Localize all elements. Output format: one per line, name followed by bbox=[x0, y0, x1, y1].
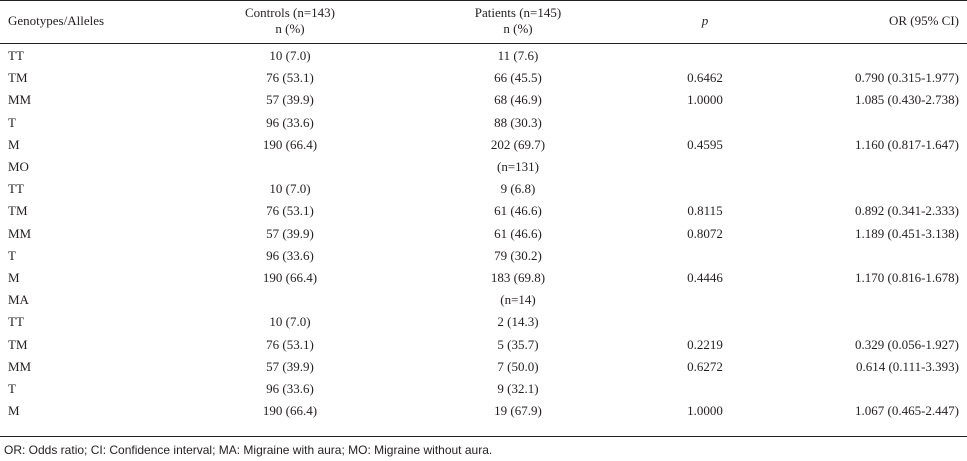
cell-patients: 5 (35.7) bbox=[497, 336, 539, 352]
cell-genotype: T bbox=[8, 381, 16, 396]
cell-p-value: 0.6272 bbox=[687, 358, 723, 374]
cell-genotype: TM bbox=[8, 70, 28, 86]
cell-genotype: MO bbox=[8, 159, 29, 174]
table-row: MA (n=14) bbox=[0, 289, 967, 311]
cell-or-ci: 1.067 (0.465-2.447) bbox=[855, 403, 959, 419]
cell-controls: 96 (33.6) bbox=[266, 247, 314, 263]
cell-patients: 183 (69.8) bbox=[490, 270, 546, 285]
table-row: MM 57 (39.9) 7 (50.0) 0.6272 0.614 (0.111-3.… bbox=[0, 356, 967, 378]
cell-p-value: 1.0000 bbox=[687, 92, 723, 108]
table-row: TT 10 (7.0) 9 (6.8) bbox=[0, 178, 967, 200]
cell-genotype: MM bbox=[8, 225, 32, 241]
cell-patients: 7 (50.0) bbox=[497, 358, 539, 374]
cell-genotype: MM bbox=[8, 358, 32, 374]
cell-patients: 9 (32.1) bbox=[497, 381, 539, 396]
cell-or-ci: 0.329 (0.056-1.927) bbox=[855, 336, 959, 352]
cell-p-value: 0.4595 bbox=[687, 136, 723, 152]
table-row: T 96 (33.6) 88 (30.3) bbox=[0, 112, 967, 134]
header-patients: Patients (n=145) n (%) bbox=[388, 5, 648, 37]
header-controls-line1: Controls (n=143) bbox=[244, 5, 336, 20]
cell-or-ci: 0.790 (0.315-1.977) bbox=[855, 70, 959, 86]
header-genotypes: Genotypes/Alleles bbox=[8, 13, 105, 28]
cell-p-value: 0.4446 bbox=[687, 270, 723, 285]
cell-p-value: 0.6462 bbox=[687, 70, 723, 86]
cell-controls: 57 (39.9) bbox=[266, 225, 314, 241]
cell-genotype: TT bbox=[8, 314, 24, 330]
table-row: MM 57 (39.9) 61 (46.6) 0.8072 1.189 (0.451-3… bbox=[0, 223, 967, 245]
cell-patients: (n=14) bbox=[500, 292, 536, 308]
table-row: M 190 (66.4) 19 (67.9) 1.0000 1.067 (0.465-2… bbox=[0, 400, 967, 422]
cell-genotype: TT bbox=[8, 48, 24, 63]
cell-genotype: T bbox=[8, 247, 16, 263]
cell-or-ci: 0.614 (0.111-3.393) bbox=[855, 358, 959, 374]
cell-controls: 10 (7.0) bbox=[269, 181, 311, 197]
cell-genotype: M bbox=[8, 270, 20, 285]
cell-controls: 10 (7.0) bbox=[269, 48, 311, 63]
cell-controls: 96 (33.6) bbox=[266, 114, 314, 130]
table-header: Genotypes/Alleles Controls (n=143) n (%)… bbox=[0, 0, 967, 48]
cell-patients: 79 (30.2) bbox=[494, 247, 542, 263]
header-patients-line2: n (%) bbox=[503, 21, 533, 36]
cell-controls: 76 (53.1) bbox=[266, 70, 314, 86]
cell-or-ci: 1.189 (0.451-3.138) bbox=[855, 225, 959, 241]
cell-or-ci: 1.085 (0.430-2.738) bbox=[855, 92, 959, 108]
cell-p-value: 0.8072 bbox=[687, 225, 723, 241]
table-footnote: OR: Odds ratio; CI: Confidence interval;… bbox=[4, 443, 493, 457]
table-row: T 96 (33.6) 79 (30.2) bbox=[0, 245, 967, 267]
cell-patients: 19 (67.9) bbox=[494, 403, 542, 419]
table-row: TM 76 (53.1) 66 (45.5) 0.6462 0.790 (0.315-1… bbox=[0, 67, 967, 89]
cell-genotype: MA bbox=[8, 292, 29, 308]
cell-p-value: 1.0000 bbox=[687, 403, 723, 419]
cell-patients: (n=131) bbox=[497, 159, 539, 174]
cell-genotype: M bbox=[8, 136, 20, 152]
table-row: TM 76 (53.1) 61 (46.6) 0.8115 0.892 (0.341-2… bbox=[0, 200, 967, 222]
cell-controls: 76 (53.1) bbox=[266, 336, 314, 352]
header-or-ci: OR (95% CI) bbox=[888, 13, 959, 28]
cell-genotype: T bbox=[8, 114, 16, 130]
cell-p-value: 0.2219 bbox=[687, 336, 723, 352]
cell-or-ci: 0.892 (0.341-2.333) bbox=[855, 203, 959, 219]
cell-controls: 190 (66.4) bbox=[262, 136, 318, 152]
cell-controls: 57 (39.9) bbox=[266, 358, 314, 374]
cell-patients: 61 (46.6) bbox=[494, 203, 542, 219]
cell-genotype: TM bbox=[8, 336, 28, 352]
cell-genotype: MM bbox=[8, 92, 32, 108]
cell-genotype: TT bbox=[8, 181, 24, 197]
table-row: MO (n=131) bbox=[0, 156, 967, 178]
cell-controls: 57 (39.9) bbox=[266, 92, 314, 108]
table-row: M 190 (66.4) 202 (69.7) 0.4595 1.160 (0.817-… bbox=[0, 134, 967, 156]
cell-patients: 68 (46.9) bbox=[494, 92, 542, 108]
table-row: TT 10 (7.0) 2 (14.3) bbox=[0, 311, 967, 333]
header-rule bbox=[0, 43, 967, 44]
cell-patients: 2 (14.3) bbox=[497, 314, 539, 330]
cell-or-ci: 1.160 (0.817-1.647) bbox=[855, 136, 959, 152]
cell-controls: 76 (53.1) bbox=[266, 203, 314, 219]
cell-genotype: TM bbox=[8, 203, 28, 219]
cell-patients: 61 (46.6) bbox=[494, 225, 542, 241]
cell-or-ci: 1.170 (0.816-1.678) bbox=[855, 270, 959, 285]
cell-patients: 66 (45.5) bbox=[494, 70, 542, 86]
bottom-rule bbox=[0, 436, 967, 437]
cell-controls: 190 (66.4) bbox=[262, 403, 318, 419]
table-row: TM 76 (53.1) 5 (35.7) 0.2219 0.329 (0.056-1.… bbox=[0, 334, 967, 356]
cell-patients: 88 (30.3) bbox=[494, 114, 542, 130]
table-row: M 190 (66.4) 183 (69.8) 0.4446 1.170 (0.816-… bbox=[0, 267, 967, 289]
cell-controls: 190 (66.4) bbox=[262, 270, 318, 285]
table-row: TT 10 (7.0) 11 (7.6) bbox=[0, 45, 967, 67]
cell-patients: 11 (7.6) bbox=[497, 48, 539, 63]
table-row: T 96 (33.6) 9 (32.1) bbox=[0, 378, 967, 400]
cell-controls: 10 (7.0) bbox=[269, 314, 311, 330]
header-controls-line2: n (%) bbox=[275, 21, 305, 36]
cell-patients: 202 (69.7) bbox=[490, 136, 546, 152]
header-patients-line1: Patients (n=145) bbox=[474, 5, 562, 20]
cell-patients: 9 (6.8) bbox=[500, 181, 536, 197]
cell-p-value: 0.8115 bbox=[687, 203, 723, 219]
header-p-value: p bbox=[701, 13, 709, 28]
header-controls: Controls (n=143) n (%) bbox=[160, 5, 420, 37]
cell-controls: 96 (33.6) bbox=[266, 381, 314, 396]
table-row: MM 57 (39.9) 68 (46.9) 1.0000 1.085 (0.430-2… bbox=[0, 89, 967, 111]
top-rule bbox=[0, 0, 967, 1]
cell-genotype: M bbox=[8, 403, 20, 419]
